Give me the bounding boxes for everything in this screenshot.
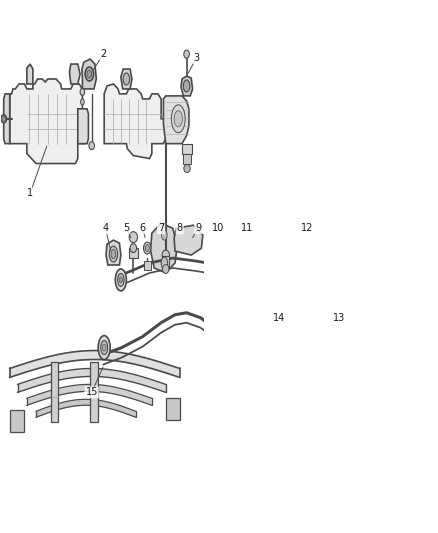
- Ellipse shape: [252, 273, 258, 280]
- Polygon shape: [215, 307, 240, 351]
- Text: 3: 3: [193, 53, 199, 63]
- Text: 14: 14: [273, 313, 285, 323]
- Text: 12: 12: [301, 223, 313, 233]
- Polygon shape: [4, 94, 10, 144]
- Ellipse shape: [123, 73, 130, 85]
- Polygon shape: [247, 211, 286, 236]
- Text: 10: 10: [212, 223, 224, 233]
- Bar: [251, 245, 259, 255]
- Text: 9: 9: [195, 223, 201, 233]
- Ellipse shape: [317, 300, 327, 322]
- Ellipse shape: [115, 269, 127, 291]
- Ellipse shape: [184, 165, 190, 173]
- Ellipse shape: [80, 88, 85, 95]
- Text: 11: 11: [240, 223, 253, 233]
- Ellipse shape: [226, 262, 237, 284]
- Ellipse shape: [111, 249, 116, 259]
- Ellipse shape: [2, 116, 5, 122]
- Text: 4: 4: [102, 223, 109, 233]
- Ellipse shape: [145, 245, 149, 252]
- Polygon shape: [174, 225, 203, 255]
- Text: 13: 13: [333, 313, 346, 323]
- Ellipse shape: [222, 317, 235, 343]
- Polygon shape: [104, 84, 166, 158]
- Ellipse shape: [225, 322, 232, 337]
- Ellipse shape: [81, 99, 84, 105]
- Text: 8: 8: [177, 223, 183, 233]
- Polygon shape: [106, 240, 121, 265]
- Bar: [162, 256, 170, 268]
- Polygon shape: [311, 271, 334, 287]
- Bar: [10, 410, 24, 432]
- Ellipse shape: [230, 251, 236, 260]
- Ellipse shape: [230, 270, 233, 276]
- Polygon shape: [181, 76, 193, 96]
- Ellipse shape: [130, 244, 137, 253]
- Text: 15: 15: [85, 387, 98, 397]
- Bar: [184, 154, 191, 164]
- Ellipse shape: [144, 242, 151, 254]
- Bar: [182, 144, 192, 154]
- Bar: [229, 233, 237, 242]
- Ellipse shape: [162, 250, 170, 260]
- Ellipse shape: [230, 240, 236, 249]
- Ellipse shape: [184, 80, 190, 92]
- Bar: [90, 362, 98, 422]
- Polygon shape: [151, 223, 177, 273]
- Ellipse shape: [102, 344, 106, 351]
- Text: 6: 6: [140, 223, 146, 233]
- Ellipse shape: [252, 253, 258, 262]
- Polygon shape: [27, 64, 33, 84]
- Ellipse shape: [171, 105, 185, 133]
- Ellipse shape: [85, 67, 94, 81]
- Ellipse shape: [109, 246, 118, 262]
- Ellipse shape: [1, 115, 7, 123]
- Ellipse shape: [184, 50, 189, 58]
- Ellipse shape: [101, 341, 108, 354]
- Bar: [166, 398, 180, 420]
- Polygon shape: [254, 205, 290, 233]
- Polygon shape: [163, 96, 189, 144]
- Bar: [51, 362, 58, 422]
- Ellipse shape: [162, 264, 169, 273]
- Ellipse shape: [162, 230, 167, 240]
- Ellipse shape: [283, 300, 293, 322]
- Ellipse shape: [118, 273, 124, 286]
- Polygon shape: [240, 283, 335, 337]
- Ellipse shape: [89, 142, 95, 150]
- Ellipse shape: [98, 336, 110, 360]
- Bar: [298, 213, 306, 243]
- Polygon shape: [284, 190, 332, 248]
- Polygon shape: [82, 59, 96, 89]
- Ellipse shape: [251, 263, 259, 273]
- Bar: [144, 261, 151, 270]
- Polygon shape: [10, 79, 87, 164]
- Ellipse shape: [129, 232, 138, 243]
- Polygon shape: [78, 109, 88, 144]
- Ellipse shape: [230, 261, 236, 269]
- Ellipse shape: [174, 111, 182, 127]
- Bar: [287, 213, 296, 243]
- Text: 5: 5: [123, 223, 130, 233]
- Ellipse shape: [161, 257, 168, 269]
- Ellipse shape: [87, 70, 92, 78]
- Text: 1: 1: [27, 188, 33, 198]
- Polygon shape: [70, 64, 80, 84]
- Text: 7: 7: [158, 223, 164, 233]
- Ellipse shape: [228, 266, 234, 279]
- Ellipse shape: [250, 300, 260, 322]
- Ellipse shape: [119, 277, 123, 283]
- Bar: [129, 248, 138, 258]
- Polygon shape: [121, 69, 132, 89]
- Text: 2: 2: [100, 49, 106, 59]
